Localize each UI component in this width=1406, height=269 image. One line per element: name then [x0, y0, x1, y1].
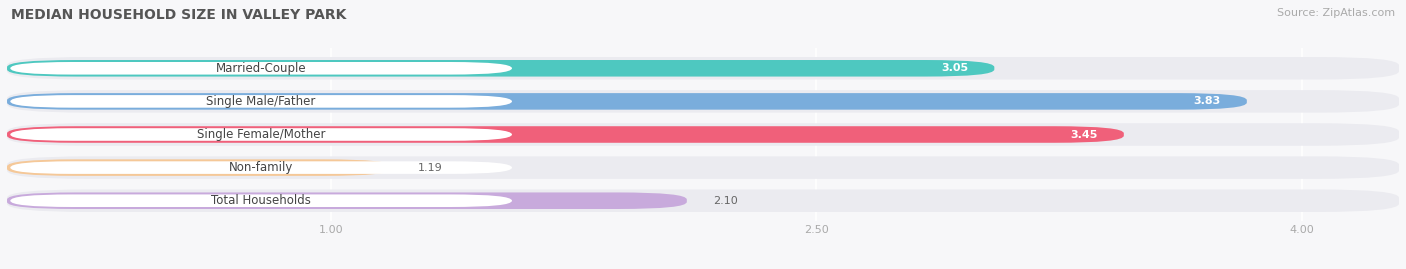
FancyBboxPatch shape	[7, 60, 994, 77]
FancyBboxPatch shape	[7, 93, 1247, 110]
FancyBboxPatch shape	[10, 161, 512, 174]
Text: MEDIAN HOUSEHOLD SIZE IN VALLEY PARK: MEDIAN HOUSEHOLD SIZE IN VALLEY PARK	[11, 8, 347, 22]
FancyBboxPatch shape	[7, 126, 1123, 143]
Text: 3.05: 3.05	[941, 63, 969, 73]
Text: Non-family: Non-family	[229, 161, 294, 174]
Text: Single Male/Father: Single Male/Father	[207, 95, 316, 108]
Text: Source: ZipAtlas.com: Source: ZipAtlas.com	[1277, 8, 1395, 18]
FancyBboxPatch shape	[7, 156, 1399, 179]
FancyBboxPatch shape	[10, 128, 512, 141]
FancyBboxPatch shape	[7, 189, 1399, 212]
Text: Single Female/Mother: Single Female/Mother	[197, 128, 325, 141]
Text: 3.45: 3.45	[1070, 129, 1098, 140]
FancyBboxPatch shape	[10, 194, 512, 207]
Text: 1.19: 1.19	[418, 162, 443, 173]
Text: 2.10: 2.10	[713, 196, 738, 206]
FancyBboxPatch shape	[7, 192, 686, 209]
Text: Total Households: Total Households	[211, 194, 311, 207]
FancyBboxPatch shape	[10, 62, 512, 75]
FancyBboxPatch shape	[10, 95, 512, 108]
FancyBboxPatch shape	[7, 57, 1399, 80]
Text: 3.83: 3.83	[1194, 96, 1220, 107]
FancyBboxPatch shape	[7, 90, 1399, 113]
FancyBboxPatch shape	[7, 123, 1399, 146]
FancyBboxPatch shape	[7, 159, 392, 176]
Text: Married-Couple: Married-Couple	[217, 62, 307, 75]
